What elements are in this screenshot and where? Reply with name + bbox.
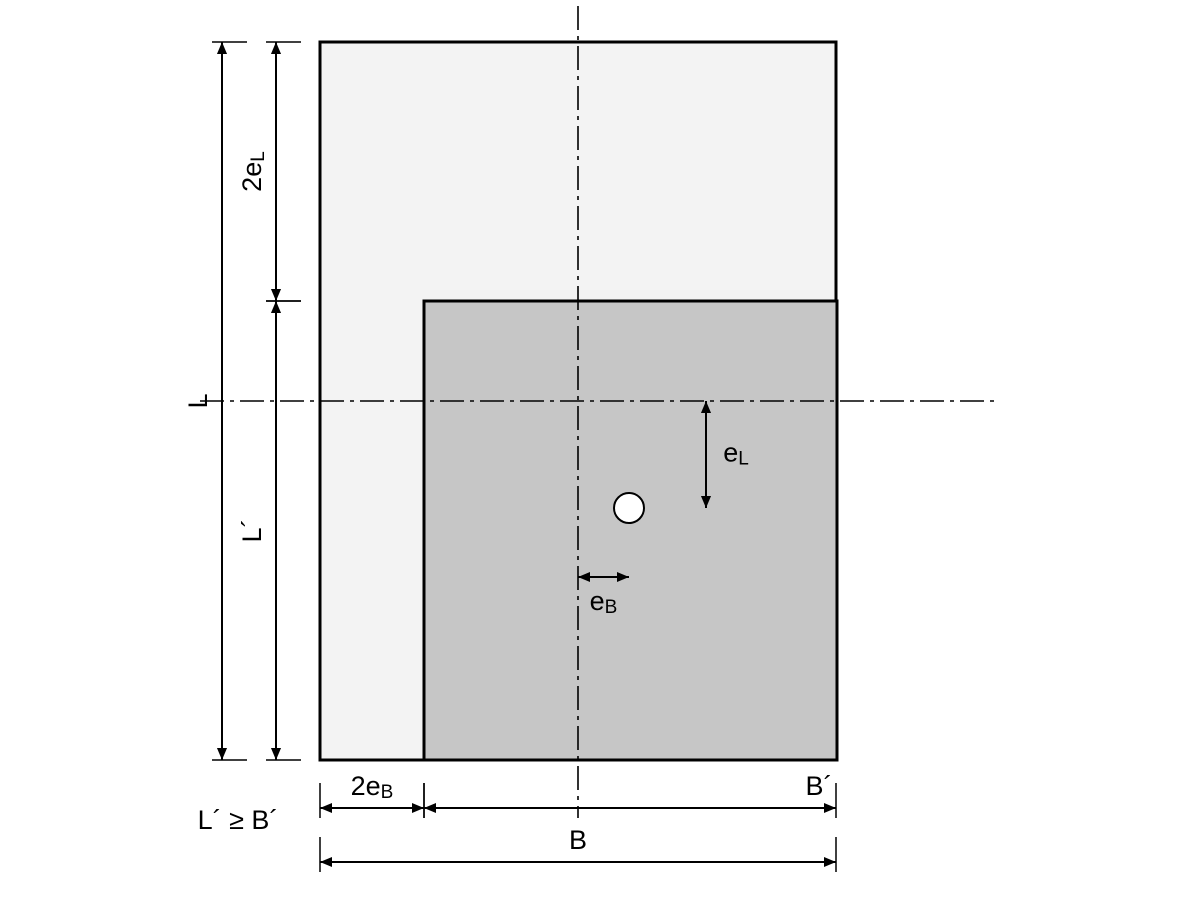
svg-text:2eL: 2eL xyxy=(237,151,269,192)
svg-text:B´: B´ xyxy=(806,771,833,801)
svg-text:L´: L´ xyxy=(237,518,267,542)
load-point xyxy=(614,493,644,523)
dim-Bprime: B´ xyxy=(424,771,836,818)
svg-text:L: L xyxy=(183,393,213,408)
inner-rect xyxy=(424,301,837,760)
dim-2eB: 2eB xyxy=(320,771,424,818)
diagram: L2eLL´eLeB2eBB´BL´ ≥ B´ xyxy=(0,0,1200,900)
svg-text:B: B xyxy=(569,825,587,855)
svg-text:2eB: 2eB xyxy=(351,771,394,803)
dim-2eL: 2eL xyxy=(237,42,301,301)
constraint-text: L´ ≥ B´ xyxy=(198,805,279,835)
dim-Lprime: L´ xyxy=(237,301,301,760)
svg-text:L´ ≥ B´: L´ ≥ B´ xyxy=(198,805,279,835)
dim-B: B xyxy=(320,825,836,872)
